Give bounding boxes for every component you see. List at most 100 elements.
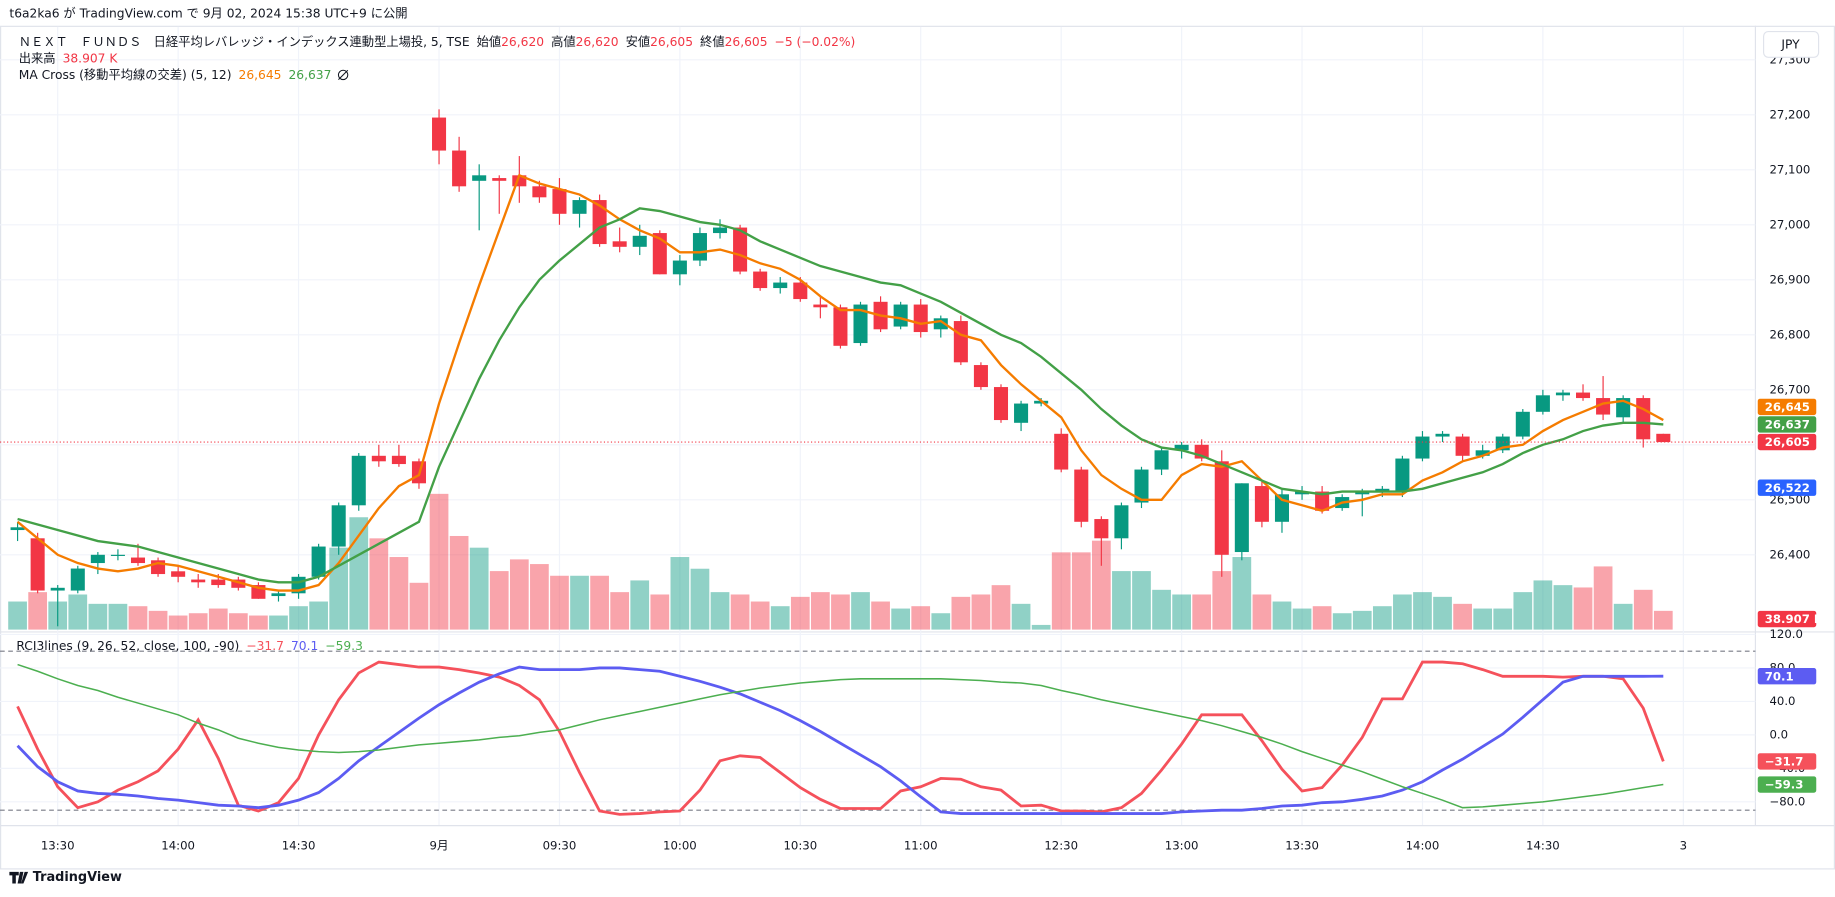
volume-bar	[1393, 594, 1412, 630]
volume-bar	[1633, 589, 1653, 630]
price-badge	[1757, 479, 1817, 496]
volume-bar	[1172, 594, 1191, 630]
candle-body	[130, 557, 146, 564]
volume-bar	[1011, 603, 1031, 630]
candle-body	[1014, 403, 1029, 423]
volume-bar	[88, 603, 108, 630]
legend: 出来高 38.907 K	[19, 50, 119, 65]
candle-body	[953, 321, 968, 363]
candle-body	[50, 587, 65, 591]
currency-label[interactable]: JPY	[1780, 38, 1800, 52]
price-badge-label: 70.1	[1765, 669, 1794, 683]
candle-body	[452, 150, 467, 187]
candle-body	[1254, 486, 1269, 522]
x-tick-label: 3	[1680, 839, 1687, 853]
price-badge	[1757, 776, 1817, 793]
volume-bar	[811, 592, 830, 630]
candle-body	[1415, 436, 1430, 459]
currency-button[interactable]	[1763, 31, 1820, 58]
candle-body	[512, 175, 527, 187]
frame	[0, 25, 1835, 870]
volume-bar	[891, 608, 911, 630]
volume-bar	[188, 613, 208, 630]
x-tick-label: 11:00	[904, 839, 938, 853]
legend: MA Cross (移動平均線の交差) (5, 12) 26,645 26,637	[19, 66, 332, 81]
candle-body	[391, 455, 406, 465]
volume-bar	[269, 615, 288, 630]
legend-item: 終値	[700, 34, 725, 49]
legend-item: 26,620	[501, 35, 544, 49]
x-tick-label: 13:30	[41, 839, 75, 853]
candle-body	[793, 282, 808, 300]
volume-bar	[1573, 587, 1593, 630]
volume-bar	[349, 517, 369, 630]
price-badge	[1757, 416, 1817, 433]
candle-body	[853, 304, 868, 344]
x-tick-label: 9月	[429, 839, 448, 853]
rci-line	[16, 660, 1665, 816]
price-badge-label: 26,605	[1765, 435, 1810, 449]
price-badge-label: 26,645	[1765, 400, 1810, 414]
volume-bar	[931, 613, 951, 630]
volume-bar	[329, 547, 349, 630]
candle-body	[893, 304, 908, 327]
candle-body	[1355, 491, 1370, 495]
legend-item: 26,637	[288, 67, 331, 81]
candle-body	[692, 233, 707, 261]
candle-body	[1535, 395, 1550, 412]
candle-body	[833, 307, 848, 346]
price-badge-label: 38.907 K	[1765, 612, 1824, 626]
legend-item: −31.7	[246, 638, 284, 652]
volume-bar	[750, 601, 770, 630]
candle-body	[271, 593, 286, 597]
volume-bar	[770, 606, 790, 630]
volume-bar	[208, 608, 228, 630]
candle-body	[1435, 433, 1450, 437]
volume-bar	[249, 615, 268, 630]
candle-body	[1475, 450, 1490, 456]
candle-body	[1074, 469, 1089, 522]
y-tick-label: 27,200	[1769, 107, 1810, 121]
legend-item: 26,605	[725, 35, 768, 49]
x-tick-label: 09:30	[543, 839, 577, 853]
rci-line	[16, 665, 1664, 815]
volume-bar	[610, 592, 630, 630]
candle-body	[432, 117, 447, 151]
candle-body	[652, 233, 667, 275]
candle-body	[973, 365, 988, 388]
candle-body	[492, 178, 507, 181]
candle-body	[10, 527, 25, 531]
candle-body	[1234, 483, 1249, 553]
volume-bar	[1232, 557, 1252, 630]
candle-body	[712, 227, 728, 234]
volume-bar	[1112, 571, 1131, 630]
legend-item: −5 (−0.02%)	[775, 35, 856, 49]
candle-body	[1214, 461, 1229, 555]
volume-bar	[389, 557, 409, 630]
volume-bar	[1433, 596, 1452, 630]
volume-bar	[550, 575, 569, 630]
volume-bar	[509, 559, 529, 630]
volume-bar	[1533, 580, 1553, 630]
candle-body	[70, 568, 85, 591]
volume-bar	[8, 601, 27, 630]
candle-body	[1636, 398, 1651, 440]
volume-bar	[871, 601, 890, 630]
candle-body	[672, 260, 687, 275]
candle-body	[331, 505, 346, 547]
candle-body	[211, 579, 226, 586]
volume-bar	[1332, 613, 1352, 630]
legend: ＮＥＸＴ ＦＵＮＤＳ 日経平均レバレッジ・インデックス連動型上場投, 5, TS…	[19, 34, 856, 49]
volume-bar	[1312, 606, 1332, 630]
legend-item: 安値	[626, 34, 651, 49]
price-badge-label: 26,522	[1765, 481, 1810, 495]
price-badge-label: 26,637	[1765, 418, 1810, 432]
ma-line	[16, 173, 1664, 592]
x-tick-label: 14:30	[1526, 839, 1560, 853]
candle-body	[753, 271, 768, 289]
candle-body	[612, 241, 627, 247]
candle-body	[1054, 433, 1069, 470]
legend-item: 26,605	[650, 35, 693, 49]
candle-body	[552, 189, 567, 214]
